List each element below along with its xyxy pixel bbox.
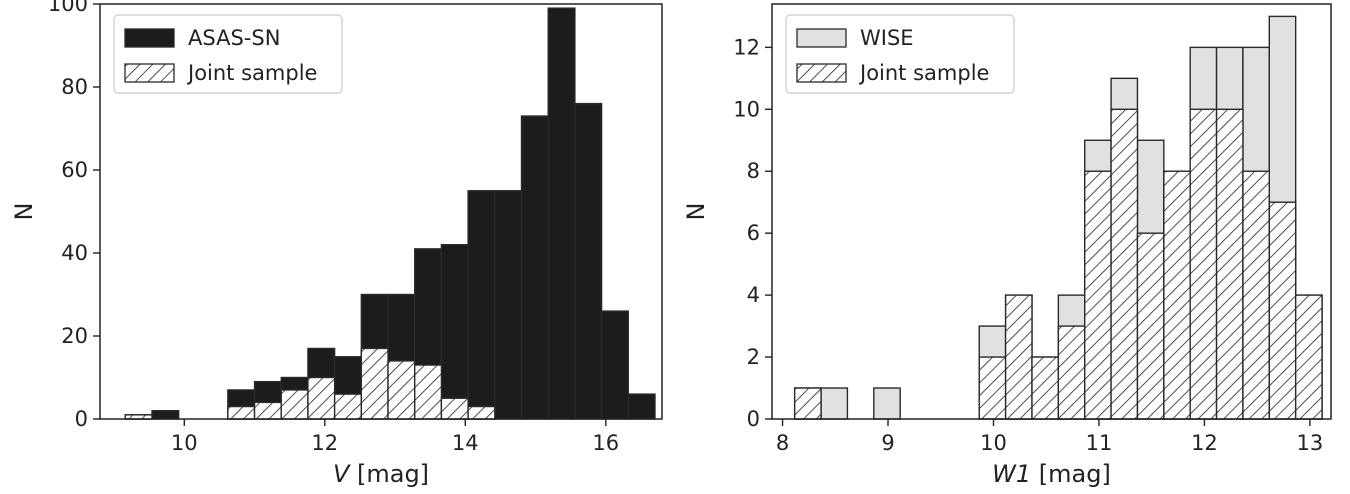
bar-joint-sample-0 [793,387,822,420]
x-tick-label: 10 [171,431,198,455]
x-axis-label: V [mag] [333,460,429,488]
axes-frame [99,3,663,420]
y-tick-label: 8 [747,159,760,183]
bar-joint-sample-1 [227,405,256,420]
x-tick-label: 9 [881,431,894,455]
bar-joint-sample-5 [333,393,363,420]
legend-swatch [796,63,847,83]
bar-joint-sample-5 [1084,170,1112,420]
bar-asas-sn-1 [151,410,180,420]
legend: WISE Joint sample [785,14,1015,94]
bar-asas-sn-15 [574,102,603,420]
bar-asas-sn-11 [467,190,496,420]
y-tick-label: 2 [747,345,760,369]
bar-joint-sample-2 [1004,294,1033,420]
x-tick-label: 10 [980,431,1007,455]
bar-joint-sample-9 [440,397,469,420]
bar-joint-sample-3 [1031,356,1060,420]
y-tick-label: 0 [75,407,88,431]
bar-asas-sn-16 [600,310,629,420]
bar-joint-sample-8 [1163,170,1191,420]
legend-swatch [124,28,175,48]
legend-swatch [796,28,847,48]
bar-asas-sn-12 [494,190,523,420]
x-tick-label: 12 [311,431,338,455]
bar-joint-sample-2 [253,401,282,420]
y-tick-label: 100 [48,0,88,16]
bar-joint-sample-10 [467,405,496,420]
bar-joint-sample-6 [1110,108,1139,420]
bar-joint-sample-6 [360,347,389,420]
y-tick-label: 10 [733,97,760,121]
x-axis-label: W1 [mag] [992,460,1111,488]
legend-label: Joint sample [186,61,317,85]
bar-joint-sample-10 [1215,108,1244,420]
bar-joint-sample-7 [387,360,416,420]
bar-asas-sn-17 [627,393,656,420]
legend-label: WISE [860,26,914,50]
x-tick-label: 12 [1191,431,1218,455]
bar-joint-sample-1 [978,356,1007,420]
y-tick-label: 80 [61,75,88,99]
y-tick-label: 40 [61,241,88,265]
bar-joint-sample-4 [1057,325,1086,420]
bar-joint-sample-13 [1294,294,1323,420]
bar-asas-sn-14 [547,7,576,420]
bar-joint-sample-4 [307,376,336,420]
legend: ASAS-SN Joint sample [113,14,343,94]
x-tick-label: 14 [452,431,479,455]
legend-label: ASAS-SN [188,26,280,50]
axes-frame [771,3,1332,420]
y-tick-label: 6 [747,221,760,245]
legend-swatch [124,63,175,83]
y-tick-label: 12 [733,35,760,59]
bar-joint-sample-7 [1136,232,1165,420]
bar-joint-sample-9 [1189,108,1218,420]
y-tick-label: 4 [747,283,760,307]
legend-label: Joint sample [858,61,989,85]
x-tick-label: 16 [592,431,619,455]
bar-joint-sample-12 [1268,201,1297,420]
bar-wise-2 [873,387,901,420]
bar-asas-sn-10 [440,243,469,420]
y-tick-label: 60 [61,158,88,182]
bar-wise-1 [820,387,849,420]
bar-joint-sample-8 [414,364,443,420]
y-axis-label: N [10,203,38,221]
panel-wise-histogram: 8 9 10 11 12 13 0 2 4 6 8 10 12 W1 [mag] N WISE Joint sa… [682,3,1332,488]
x-tick-label: 11 [1086,431,1113,455]
x-tick-label: 13 [1297,431,1324,455]
bar-asas-sn-13 [520,115,549,420]
y-tick-label: 0 [747,407,760,431]
bar-joint-sample-3 [280,389,309,420]
y-tick-label: 20 [61,324,88,348]
x-tick-label: 8 [776,431,789,455]
panel-asassn-histogram: 10 12 14 16 0 20 40 60 80 100 V [mag] N ASAS-SN Joint… [10,0,663,488]
y-axis-label: N [682,203,710,221]
bar-joint-sample-11 [1242,170,1270,420]
